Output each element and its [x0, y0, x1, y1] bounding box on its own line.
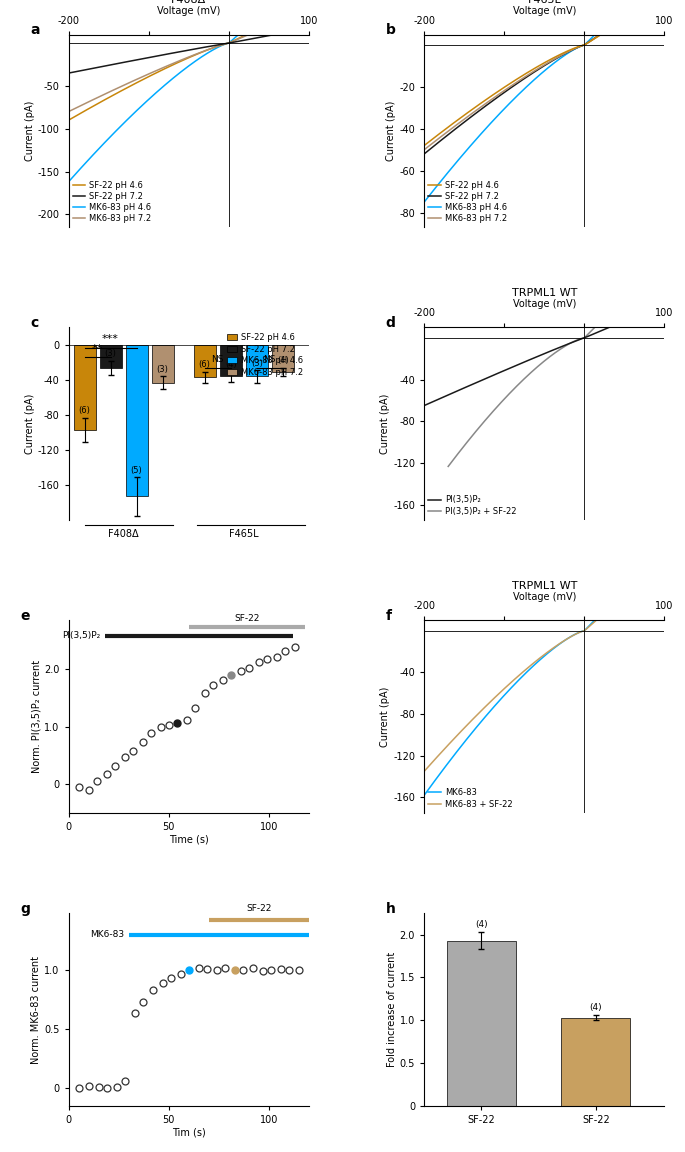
- Y-axis label: Current (pA): Current (pA): [380, 394, 390, 454]
- Bar: [447, 941, 516, 1106]
- Bar: [272, 344, 294, 372]
- Title: F408Δ: F408Δ: [171, 0, 206, 6]
- Y-axis label: Current (pA): Current (pA): [25, 100, 35, 161]
- Text: e: e: [21, 608, 30, 623]
- Text: PI(3,5)P₂: PI(3,5)P₂: [62, 631, 101, 641]
- X-axis label: Voltage (mV): Voltage (mV): [512, 300, 576, 309]
- Legend: SF-22 pH 4.6, SF-22 pH 7.2, MK6-83 pH 4.6, MK6-83 pH 7.2: SF-22 pH 4.6, SF-22 pH 7.2, MK6-83 pH 4.…: [73, 181, 151, 223]
- Text: NS: NS: [264, 355, 276, 364]
- X-axis label: Time (s): Time (s): [169, 835, 208, 844]
- Text: b: b: [386, 23, 395, 37]
- Y-axis label: Current (pA): Current (pA): [386, 100, 397, 161]
- Text: (4): (4): [590, 1002, 602, 1011]
- Text: h: h: [386, 902, 395, 916]
- X-axis label: Voltage (mV): Voltage (mV): [512, 6, 576, 16]
- Legend: SF-22 pH 4.6, SF-22 pH 7.2, MK6-83 pH 4.6, MK6-83 pH 7.2: SF-22 pH 4.6, SF-22 pH 7.2, MK6-83 pH 4.…: [428, 181, 507, 223]
- Bar: [194, 344, 216, 378]
- Text: (3): (3): [105, 349, 116, 358]
- Bar: [562, 1017, 630, 1106]
- Legend: SF-22 pH 4.6, SF-22 pH 7.2, MK6-83 pH 4.6, MK6-83 pH 7.2: SF-22 pH 4.6, SF-22 pH 7.2, MK6-83 pH 4.…: [225, 332, 305, 379]
- Y-axis label: Norm. MK6-83 current: Norm. MK6-83 current: [32, 955, 41, 1063]
- Bar: [151, 344, 173, 382]
- Y-axis label: Fold increase of current: Fold increase of current: [387, 952, 397, 1067]
- Bar: [220, 344, 242, 377]
- Bar: [99, 344, 121, 367]
- Legend: MK6-83, MK6-83 + SF-22: MK6-83, MK6-83 + SF-22: [428, 788, 512, 809]
- Bar: [125, 344, 147, 497]
- Text: SF-22: SF-22: [246, 904, 271, 914]
- Text: (4): (4): [475, 919, 488, 929]
- Y-axis label: Norm. PI(3,5)P₂ current: Norm. PI(3,5)P₂ current: [32, 660, 41, 773]
- Text: (3): (3): [157, 365, 169, 374]
- Text: d: d: [386, 316, 395, 329]
- X-axis label: Tim (s): Tim (s): [172, 1128, 206, 1138]
- Text: ***: ***: [102, 334, 119, 344]
- Title: F465L: F465L: [527, 0, 561, 6]
- Text: (4): (4): [225, 359, 236, 369]
- Y-axis label: Current (pA): Current (pA): [380, 687, 390, 746]
- Text: c: c: [30, 316, 38, 329]
- Text: (6): (6): [79, 406, 90, 415]
- Text: F408Δ: F408Δ: [108, 529, 139, 539]
- Y-axis label: Current (pA): Current (pA): [25, 394, 35, 454]
- X-axis label: Voltage (mV): Voltage (mV): [512, 592, 576, 602]
- Bar: [246, 344, 268, 377]
- X-axis label: Voltage (mV): Voltage (mV): [157, 6, 221, 16]
- Text: a: a: [30, 23, 40, 37]
- Text: g: g: [21, 902, 30, 916]
- Title: TRPML1 WT: TRPML1 WT: [512, 581, 577, 591]
- Title: TRPML1 WT: TRPML1 WT: [512, 288, 577, 298]
- Text: f: f: [386, 608, 392, 623]
- Bar: [73, 344, 95, 430]
- Text: (3): (3): [251, 358, 262, 367]
- Text: (6): (6): [199, 361, 210, 370]
- Text: F465L: F465L: [229, 529, 258, 539]
- Text: (4): (4): [277, 356, 288, 365]
- Legend: PI(3,5)P₂, PI(3,5)P₂ + SF-22: PI(3,5)P₂, PI(3,5)P₂ + SF-22: [428, 495, 516, 516]
- Text: MK6-83: MK6-83: [90, 930, 125, 939]
- Text: (5): (5): [131, 465, 142, 475]
- Text: NS: NS: [212, 355, 224, 364]
- Text: SF-22: SF-22: [234, 614, 260, 623]
- Text: **: **: [92, 343, 103, 354]
